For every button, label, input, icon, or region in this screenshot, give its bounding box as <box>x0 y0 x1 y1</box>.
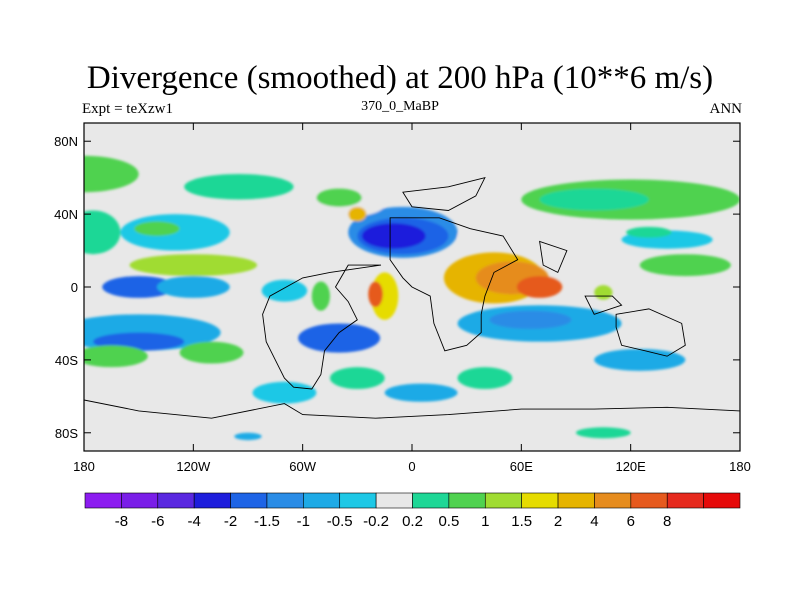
field-blob-23 <box>516 276 563 298</box>
coastline-5 <box>615 308 686 357</box>
coastline-4 <box>584 295 623 315</box>
axes: 180 120W 60W 0 60E 120E 180 80N 40N 0 40S 80S <box>54 123 751 474</box>
colorbar-swatch-12 <box>521 492 559 509</box>
field-blob-6 <box>134 221 180 236</box>
land-outlines <box>84 177 740 451</box>
field-blob-38 <box>252 381 317 404</box>
field-blob-26 <box>311 281 330 311</box>
period-label: 370_0_MaBP <box>361 99 439 114</box>
colorbar-label: 0.2 <box>402 513 423 530</box>
field-blob-32 <box>489 310 572 329</box>
coastline-6 <box>84 399 740 451</box>
x-tick-label: 0 <box>408 459 415 474</box>
field-blob-9 <box>361 223 426 249</box>
colorbar-label: -0.5 <box>327 513 353 530</box>
field-blob-15 <box>348 206 367 222</box>
colorbar-label: 2 <box>554 513 562 530</box>
field-blob-40 <box>566 381 658 404</box>
colorbar-label: -4 <box>187 513 200 530</box>
colorbar-swatch-2 <box>157 492 195 509</box>
field-blob-34 <box>84 345 148 368</box>
x-tick-label: 60E <box>510 459 533 474</box>
colorbar-swatch-4 <box>230 492 268 509</box>
colorbar-label: -6 <box>151 513 164 530</box>
field-blob-20 <box>261 279 308 302</box>
coastline-2 <box>402 177 486 211</box>
season-label: ANN <box>709 101 743 117</box>
colorbar-swatch-11 <box>484 492 522 509</box>
colorbar-label: -1 <box>297 513 310 530</box>
colorbar-label: 8 <box>663 513 671 530</box>
colorbar-label: -2 <box>224 513 237 530</box>
field-blob-14 <box>626 226 672 238</box>
colorbar-label: -8 <box>115 513 128 530</box>
x-tick-label: 180 <box>73 459 95 474</box>
field-blob-12 <box>457 225 586 247</box>
coastline-3 <box>539 240 568 274</box>
coastline-0 <box>262 264 382 390</box>
colorbar-label: 4 <box>590 513 598 530</box>
colorbar-swatch-15 <box>630 492 668 509</box>
colorbar-swatch-13 <box>557 492 595 509</box>
y-tick-label: 40S <box>55 353 78 368</box>
field-blob-42 <box>576 427 631 439</box>
colorbar-label: 1 <box>481 513 489 530</box>
colorbar: -8 -6 -4 -2 -1.5 -1 -0.5 -0.2 0.2 0.5 1 1.5 2 4 6 8 <box>84 492 741 530</box>
field-blob-27 <box>594 285 613 300</box>
field-blob-33 <box>594 348 686 371</box>
y-tick-label: 0 <box>71 280 78 295</box>
x-tick-label: 180 <box>729 459 751 474</box>
field-blob-41 <box>234 432 262 441</box>
x-tick-label: 60W <box>289 459 316 474</box>
x-tick-label: 120E <box>615 459 646 474</box>
colorbar-label: -0.2 <box>363 513 389 530</box>
divergence-field <box>84 155 740 441</box>
colorbar-swatch-10 <box>448 492 486 509</box>
field-blob-18 <box>102 276 176 298</box>
field-blob-25 <box>368 281 383 308</box>
field-blob-37 <box>457 367 513 390</box>
field-blob-30 <box>298 323 381 353</box>
y-tick-label: 80S <box>55 426 78 441</box>
colorbar-swatch-3 <box>193 492 231 509</box>
field-blob-4 <box>84 210 121 255</box>
field-blob-19 <box>156 276 230 298</box>
field-blob-0 <box>84 155 139 193</box>
colorbar-swatch-9 <box>412 492 450 509</box>
colorbar-label: -1.5 <box>254 513 280 530</box>
field-blob-36 <box>330 367 385 390</box>
y-tick-label: 80N <box>54 134 78 149</box>
field-blob-17 <box>639 254 731 277</box>
colorbar-swatch-0 <box>84 492 122 509</box>
experiment-label: Expt = teXzw1 <box>82 101 173 117</box>
colorbar-swatch-5 <box>266 492 304 509</box>
colorbar-swatch-6 <box>303 492 341 509</box>
y-tick-label: 40N <box>54 207 78 222</box>
colorbar-label: 6 <box>627 513 635 530</box>
coastline-1 <box>389 217 519 352</box>
field-blob-16 <box>129 254 258 277</box>
colorbar-swatch-17 <box>703 492 741 509</box>
colorbar-swatch-8 <box>375 492 413 509</box>
chart-title: Divergence (smoothed) at 200 hPa (10**6 … <box>86 60 714 96</box>
x-tick-label: 120W <box>176 459 211 474</box>
colorbar-swatch-7 <box>339 492 377 509</box>
field-blob-35 <box>179 341 244 364</box>
colorbar-swatch-14 <box>594 492 632 509</box>
field-blob-3 <box>539 188 649 211</box>
field-blob-39 <box>384 383 458 402</box>
colorbar-swatch-1 <box>121 492 159 509</box>
colorbar-swatch-16 <box>666 492 704 509</box>
field-blob-1 <box>184 174 294 200</box>
colorbar-label: 0.5 <box>438 513 459 530</box>
field-blob-11 <box>316 188 362 207</box>
colorbar-label: 1.5 <box>511 513 532 530</box>
